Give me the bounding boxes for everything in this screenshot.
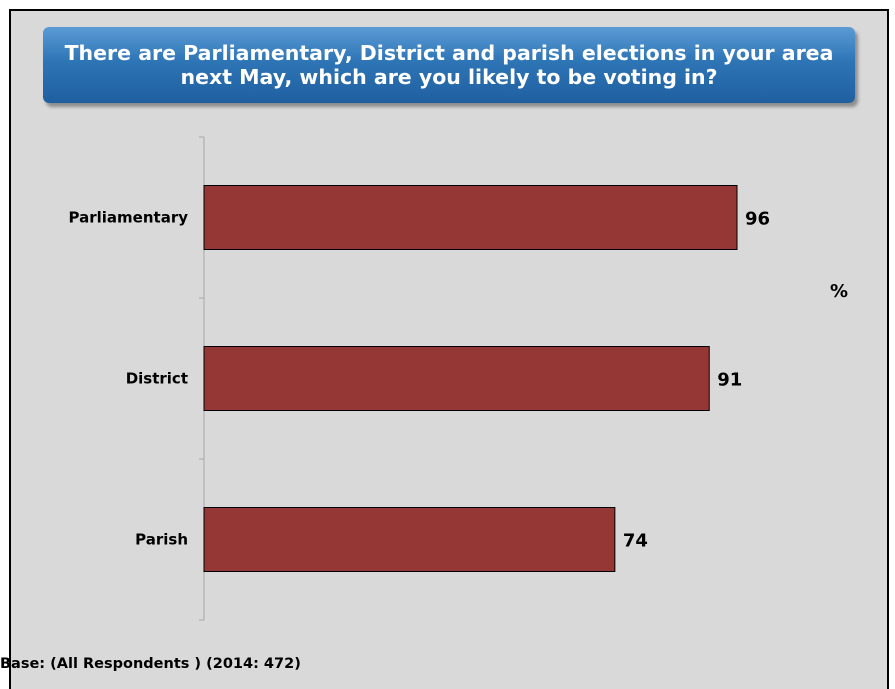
value-labels: 96 91 74 [623, 209, 770, 552]
category-axis-ticks [199, 136, 204, 621]
category-labels: Parliamentary District Parish [69, 209, 189, 549]
value-label-parliamentary: 96 [745, 209, 770, 230]
category-label-district: District [126, 370, 188, 388]
bar-district [203, 346, 710, 411]
category-label-parliamentary: Parliamentary [69, 209, 189, 227]
bar-parliamentary [203, 185, 738, 250]
category-label-parish: Parish [135, 531, 188, 549]
value-label-district: 91 [717, 370, 742, 391]
base-note: Base: (All Respondents ) (2014: 472) [0, 656, 301, 672]
bar-parish [203, 507, 616, 572]
chart-title: There are Parliamentary, District and pa… [43, 27, 855, 103]
unit-label: % [830, 281, 849, 302]
value-label-parish: 74 [623, 531, 648, 552]
bars-group [203, 185, 738, 572]
